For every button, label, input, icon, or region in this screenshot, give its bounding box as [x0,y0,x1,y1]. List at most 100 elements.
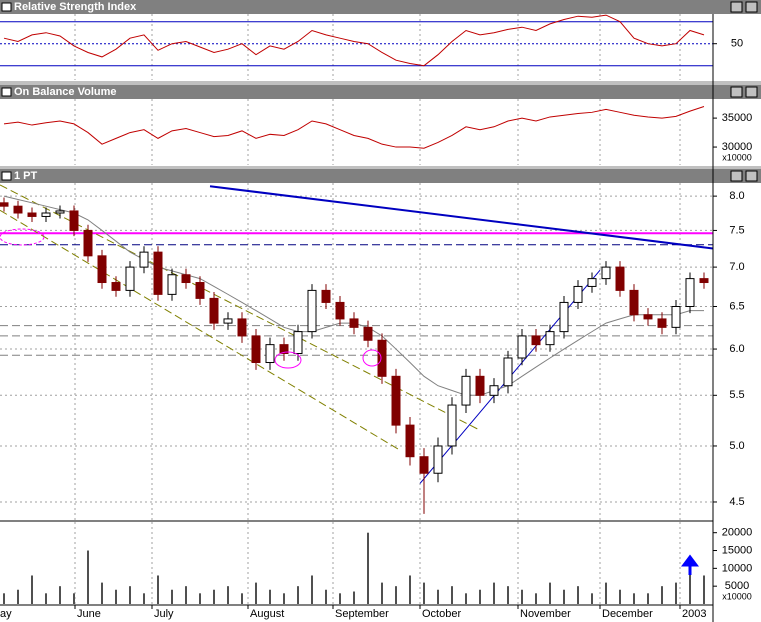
title-bar [0,169,761,183]
volume-bar [199,593,201,604]
candle-body [153,251,163,295]
volume-bar [353,591,355,604]
y-tick-label: 20000 [722,527,753,539]
candle-body [517,335,527,359]
maximize-button[interactable] [730,86,743,98]
volume-bar [101,582,103,604]
obv-panel [0,99,761,166]
x-tick-label: November [520,608,571,620]
panel-icon [1,87,12,97]
price-panel [0,183,761,622]
volume-bar [549,582,551,604]
volume-bar [465,593,467,604]
volume-bar [311,575,313,604]
volume-bar [605,582,607,604]
volume-bar [157,575,159,604]
volume-bar [255,582,257,604]
annotation-arrow [681,554,699,575]
candle-body [195,282,205,299]
volume-bar [535,593,537,604]
volume-bar [59,586,61,604]
candle-body [27,212,37,217]
candle-body [377,339,387,377]
candle-body [615,266,625,291]
candle-body [475,375,485,396]
volume-bar [423,582,425,604]
maximize-button[interactable] [730,170,743,182]
volume-bar [185,586,187,604]
maximize-button[interactable] [730,1,743,13]
y-tick-label: 10000 [722,562,753,574]
volume-bar [241,593,243,604]
annotation-ellipse [274,351,302,369]
volume-bar [633,593,635,604]
candle-body [97,255,107,284]
volume-bar [703,575,705,604]
x-tick-label: ay [0,608,12,620]
candle-body [685,278,695,308]
candle-body [0,202,9,207]
volume-bar [591,593,593,604]
volume-bar [325,589,327,604]
candle-body [125,266,135,291]
volume-bar [143,593,145,604]
volume-bar [479,589,481,604]
volume-bar [451,586,453,604]
volume-bar [493,582,495,604]
y-tick-label: 5.5 [729,389,744,401]
y-tick-label: 35000 [722,112,753,124]
volume-bar [521,589,523,604]
volume-bar [339,593,341,604]
candle-body [643,314,653,320]
y-tick-label: 6.5 [729,300,744,312]
candle-body [587,278,597,287]
volume-bar [115,589,117,604]
y-unit-label: x10000 [722,591,752,601]
y-tick-label: 50 [731,38,743,50]
y-tick-label: 7.5 [729,224,744,236]
trend-line [0,209,401,451]
y-tick-label: 30000 [722,141,753,153]
volume-bar [577,586,579,604]
y-tick-label: 7.0 [729,261,744,273]
title-bar [0,0,761,14]
trend-line [209,185,714,250]
candle-body [363,326,373,341]
candle-body [335,301,345,320]
volume-bar [381,582,383,604]
volume-bar [647,593,649,604]
close-button[interactable] [745,170,758,182]
volume-bar [563,589,565,604]
y-tick-label: 6.0 [729,343,744,355]
candle-body [279,344,289,355]
candle-body [545,331,555,346]
volume-bar [3,593,5,604]
window-buttons[interactable] [1,1,758,182]
candle-body [251,335,261,364]
candle-body [503,357,513,387]
rsi-panel [0,14,761,81]
volume-bar [45,593,47,604]
volume-bar [87,550,89,604]
x-tick-label: September [335,608,389,620]
candle-body [629,289,639,316]
candle-body [391,375,401,426]
candle-body [461,375,471,406]
close-button[interactable] [745,86,758,98]
volume-bar [213,589,215,604]
close-button[interactable] [745,1,758,13]
candle-body [139,251,149,268]
annotation-ellipse [0,228,45,246]
y-tick-label: 5000 [725,580,749,592]
x-tick-label: June [77,608,101,620]
y-tick-label: 8.0 [729,190,744,202]
title-bar [0,85,761,99]
y-tick-label: 4.5 [729,496,744,508]
panel-title: 1 PT [14,170,38,182]
volume-bar [129,586,131,604]
volume-bar [675,582,677,604]
candle-body [181,274,191,284]
x-tick-label: 2003 [682,608,706,620]
y-tick-label: 5.0 [729,440,744,452]
candle-body [111,282,121,291]
